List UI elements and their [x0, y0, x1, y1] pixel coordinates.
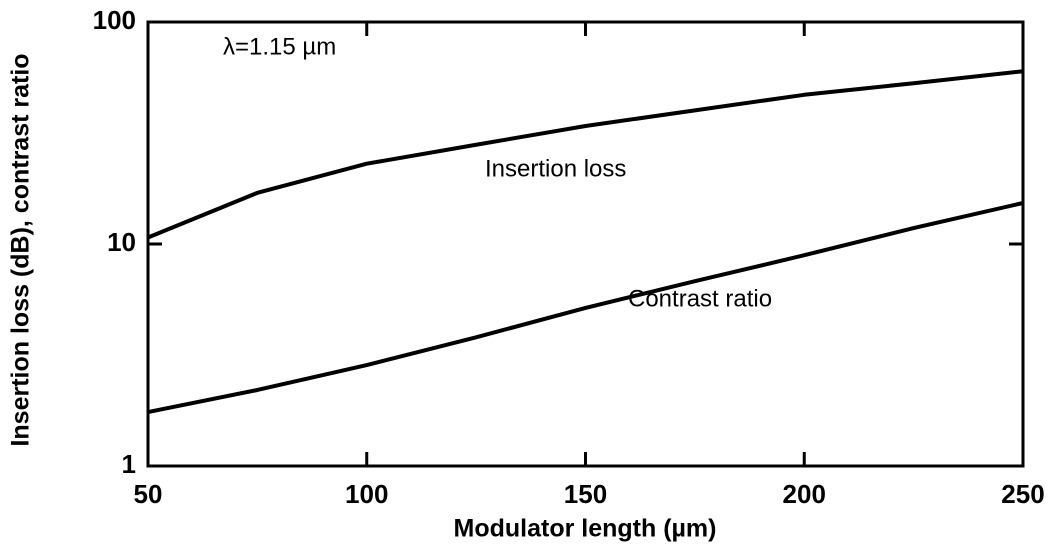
x-tick-label: 200: [783, 479, 826, 509]
y-tick-label: 100: [93, 5, 136, 35]
line: [147, 201, 1024, 415]
y-tick-label: 10: [107, 227, 136, 257]
y-tick-label: 1: [122, 449, 136, 479]
annotation: λ=1.15 µm: [223, 33, 336, 60]
plot-frame: [146, 20, 1025, 468]
y-axis-title: Insertion loss (dB), contrast ratio: [7, 53, 35, 446]
x-tick-label: 250: [1001, 479, 1044, 509]
line: [147, 69, 1024, 240]
series-label: Contrast ratio: [628, 285, 772, 312]
x-tick-label: 150: [564, 479, 607, 509]
x-tick-label: 100: [345, 479, 388, 509]
x-axis-title: Modulator length (µm): [454, 515, 717, 543]
x-tick-label: 50: [134, 479, 163, 509]
series-label: Insertion loss: [485, 155, 626, 182]
